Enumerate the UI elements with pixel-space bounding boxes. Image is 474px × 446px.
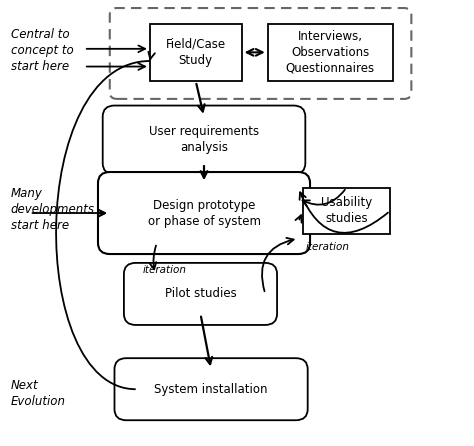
Text: Design prototype
or phase of system: Design prototype or phase of system: [147, 198, 261, 227]
Text: Next
Evolution: Next Evolution: [11, 379, 66, 408]
FancyBboxPatch shape: [115, 358, 308, 420]
FancyBboxPatch shape: [103, 106, 305, 174]
Text: Interviews,
Observations
Questionnaires: Interviews, Observations Questionnaires: [285, 30, 374, 75]
FancyBboxPatch shape: [98, 172, 310, 254]
FancyBboxPatch shape: [110, 8, 411, 99]
Text: Central to
concept to
start here: Central to concept to start here: [11, 28, 73, 73]
Text: iteration: iteration: [305, 242, 349, 252]
Text: Field/Case
Study: Field/Case Study: [166, 38, 226, 67]
Text: iteration: iteration: [143, 264, 187, 275]
Text: User requirements
analysis: User requirements analysis: [149, 125, 259, 154]
FancyBboxPatch shape: [150, 24, 242, 81]
FancyBboxPatch shape: [303, 187, 390, 234]
Text: Pilot studies: Pilot studies: [164, 287, 237, 301]
FancyBboxPatch shape: [268, 24, 392, 81]
FancyBboxPatch shape: [124, 263, 277, 325]
Text: Usability
studies: Usability studies: [321, 196, 372, 225]
Text: Many
developments
start here: Many developments start here: [11, 187, 95, 232]
Text: System installation: System installation: [155, 383, 268, 396]
